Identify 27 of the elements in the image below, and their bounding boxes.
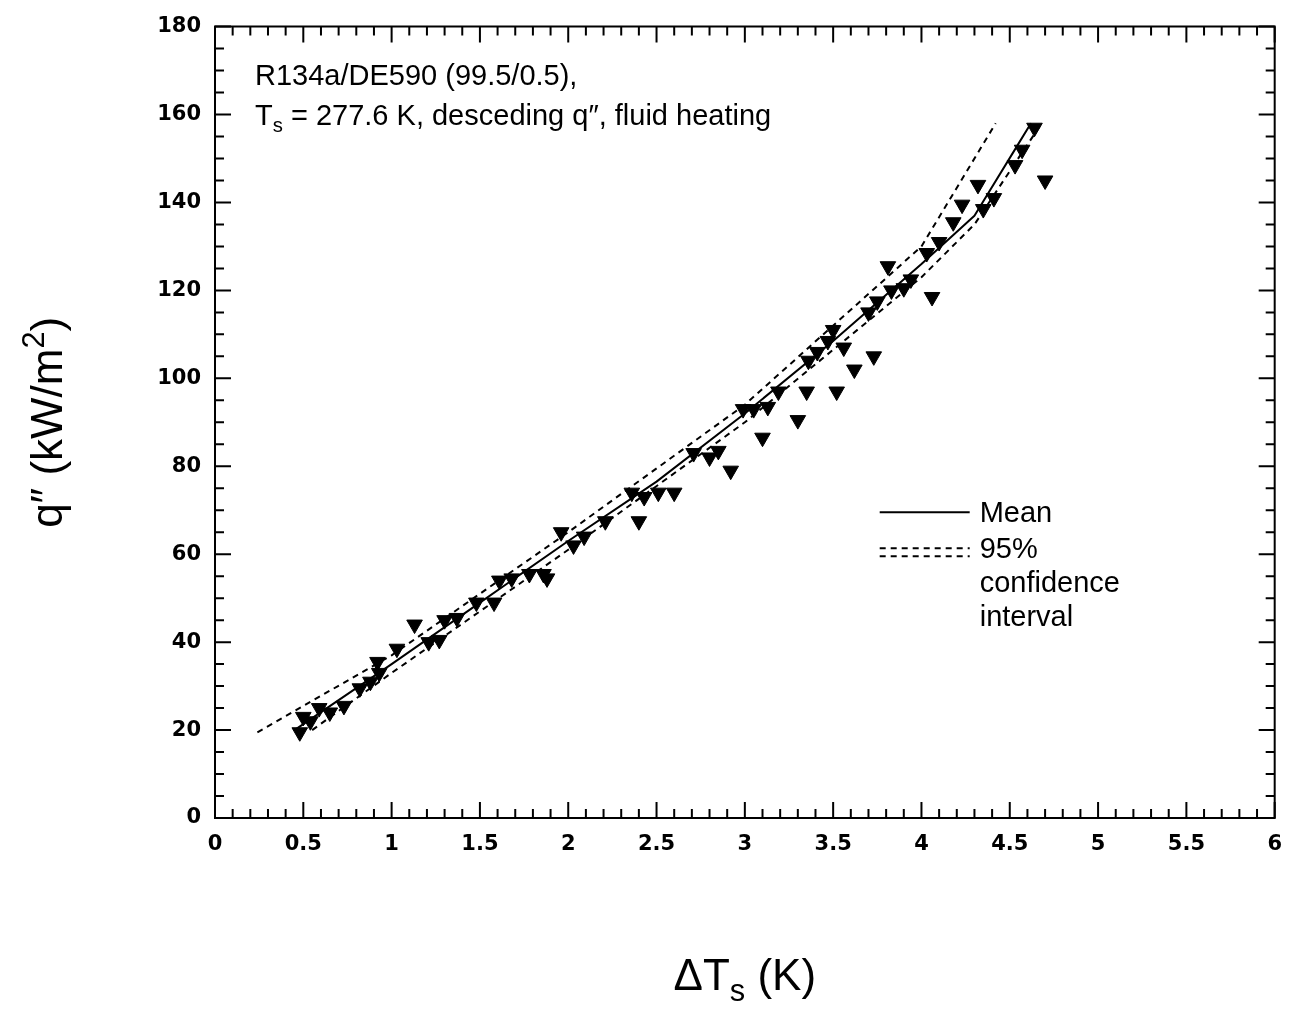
y-tick-label: 40 [171,628,201,653]
y-tick-label: 60 [171,540,201,565]
x-tick-label: 2 [560,831,576,856]
x-tick-label: 5.5 [1167,831,1205,856]
y-tick-label: 20 [171,716,201,741]
x-tick-label: 2.5 [637,831,676,856]
x-tick-label: 3 [737,831,753,856]
y-tick-label: 140 [157,188,201,213]
x-tick-label: 6 [1267,831,1283,856]
x-tick-label: 1 [384,831,399,856]
y-tick-label: 160 [157,100,201,125]
x-tick-label: 3.5 [814,831,852,856]
x-tick-label: 4.5 [991,831,1029,856]
text: R134a/DE590 (99.5/0.5), [255,58,578,91]
y-tick-label: 0 [186,804,201,829]
legend-label: Mean [979,496,1053,529]
y-tick-label: 80 [171,452,201,477]
y-tick-label: 100 [157,364,201,389]
y-tick-label: 180 [157,13,201,38]
x-tick-label: 5 [1090,831,1106,856]
x-tick-label: 4 [914,831,929,856]
legend-label: 95% confidence interval [979,532,1120,633]
x-tick-label: 0.5 [284,831,322,856]
y-axis-title: q″ (kW/m2) [16,316,71,528]
y-tick-label: 120 [157,276,201,301]
x-tick-label: 0 [207,831,223,856]
x-tick-label: 1.5 [461,831,499,856]
